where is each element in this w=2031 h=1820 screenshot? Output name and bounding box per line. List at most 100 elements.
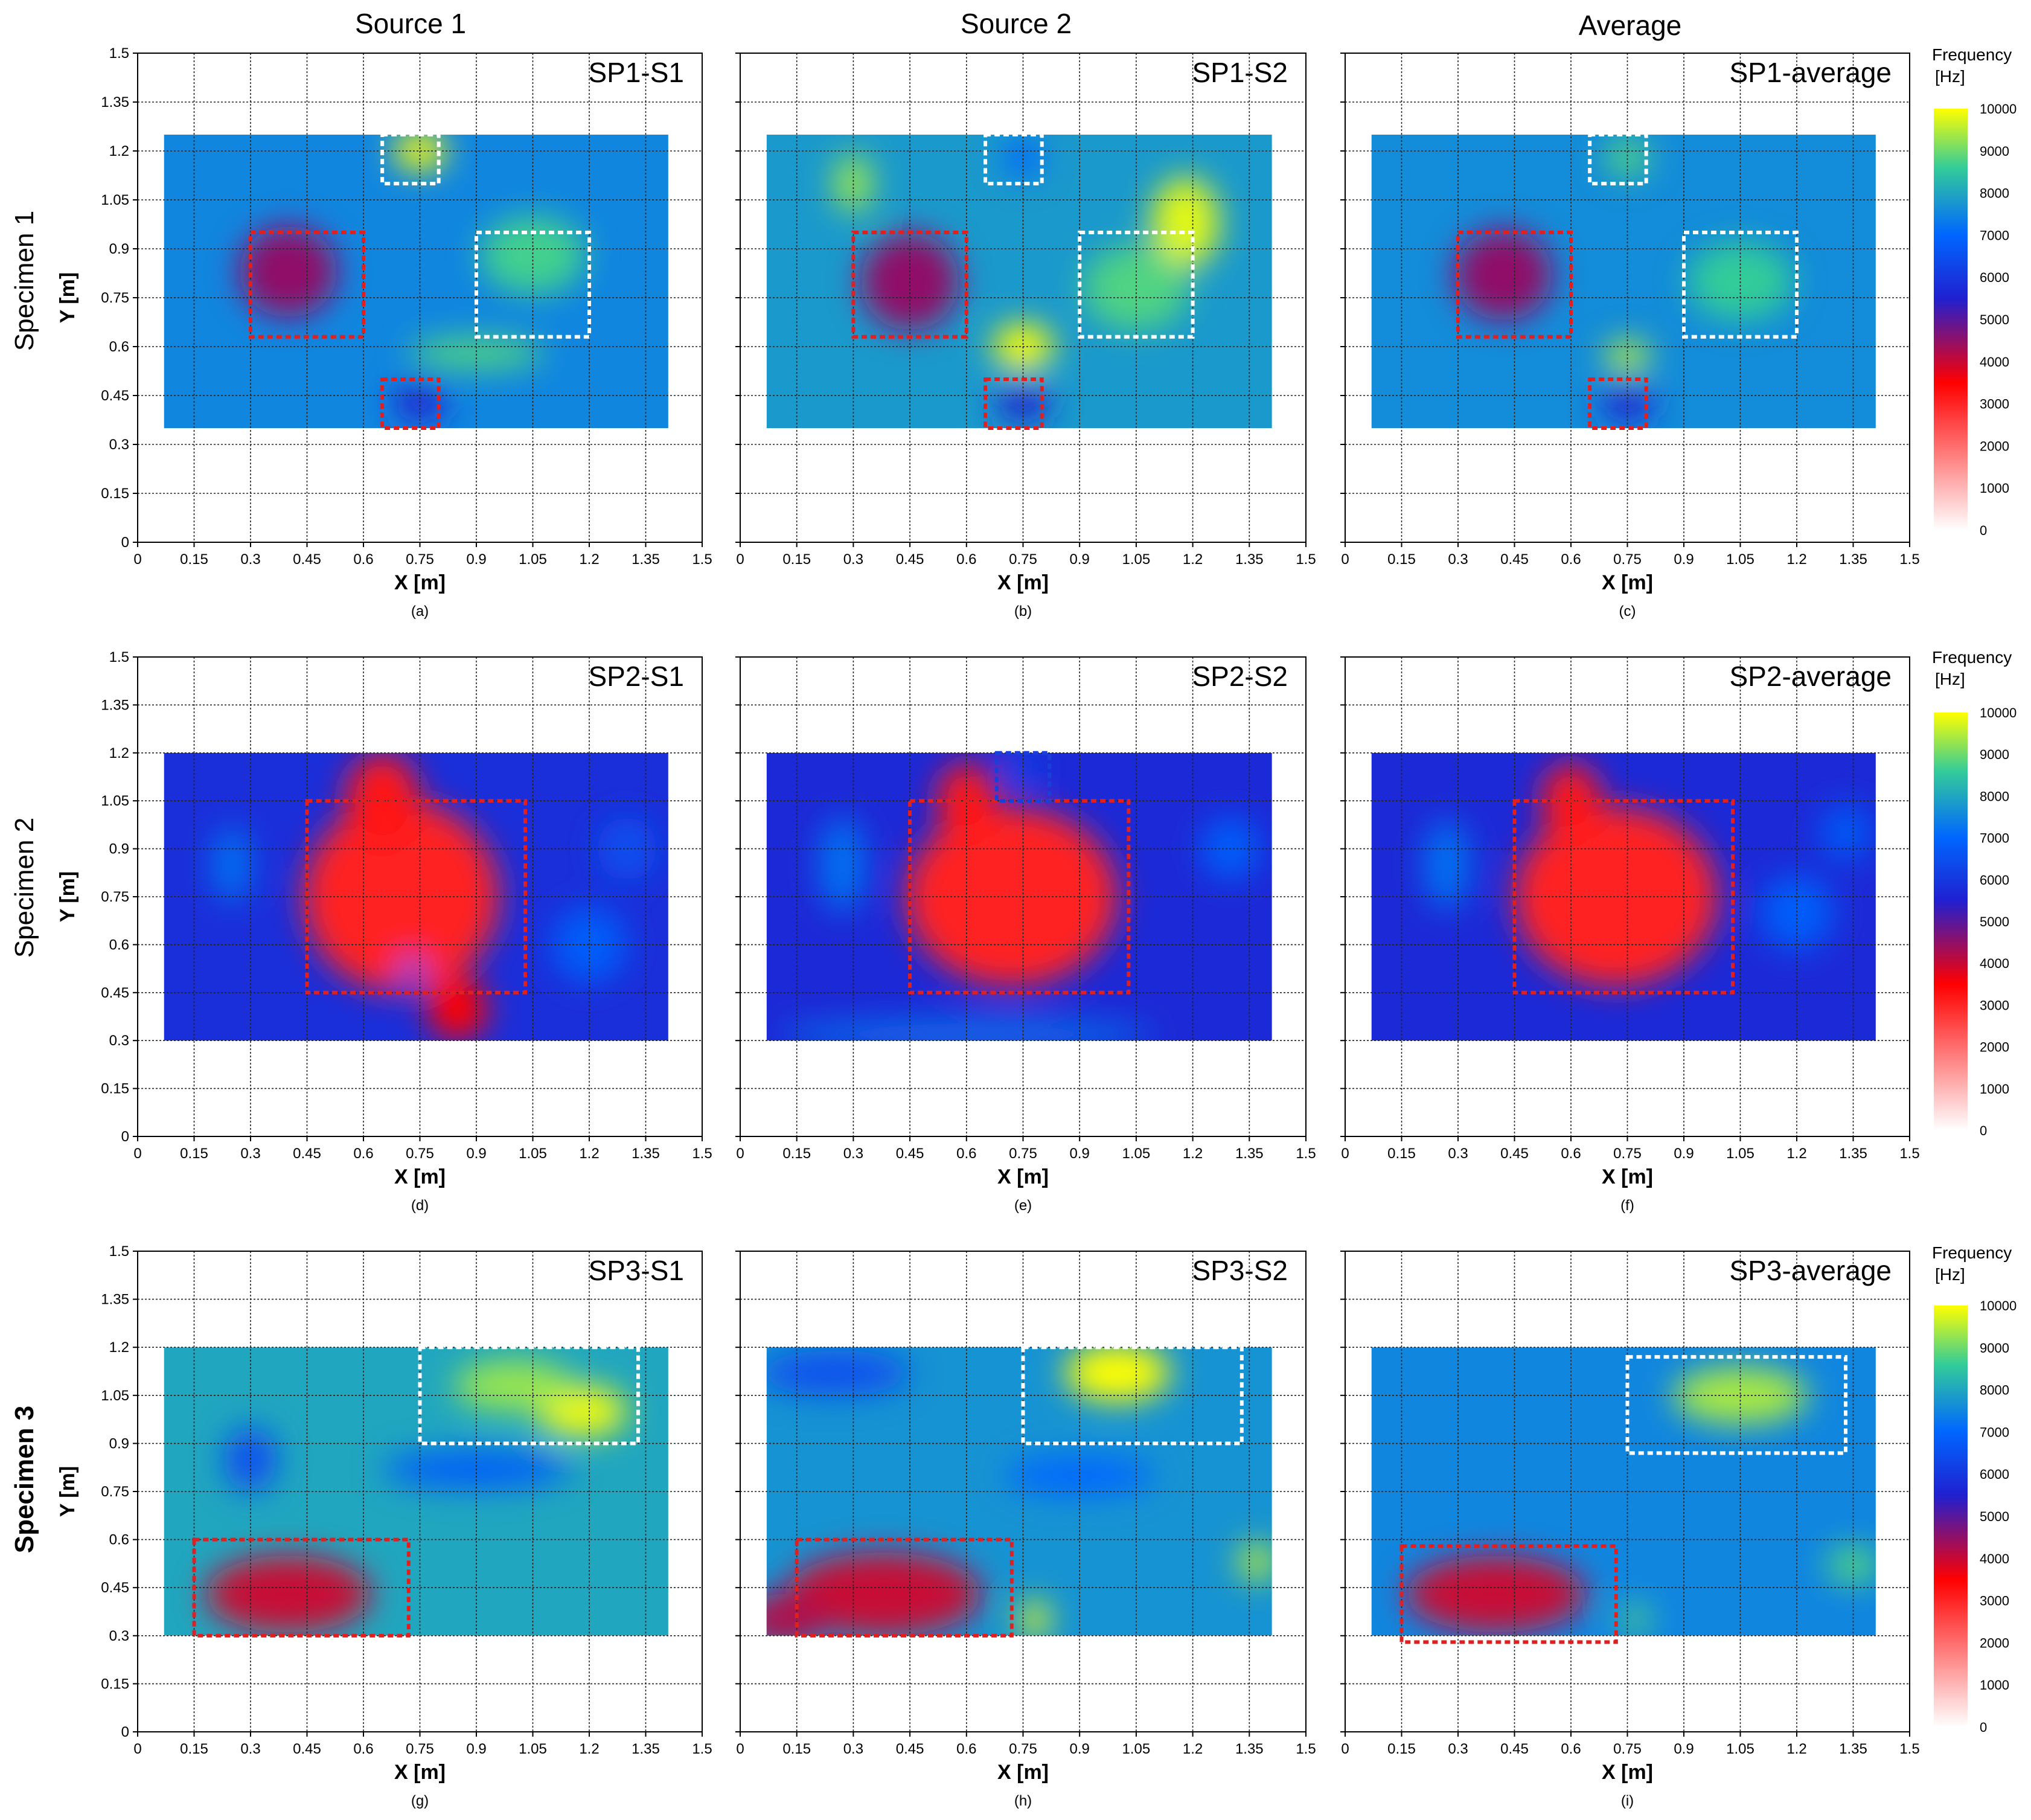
- colorbar-gradient: [1934, 713, 1968, 1130]
- colorbar-tick-label: 7000: [1980, 228, 2009, 243]
- colorbar-tick-label: 10000: [1980, 101, 2017, 117]
- colorbar-tick-label: 10000: [1980, 705, 2017, 720]
- colorbar-tick-label: 6000: [1980, 270, 2009, 285]
- colorbar-tick-label: 3000: [1980, 1594, 2009, 1609]
- x-tick-label: 1.5: [1899, 1741, 1919, 1757]
- x-axis-label: X [m]: [394, 1165, 446, 1188]
- region-box-white: [475, 231, 591, 339]
- x-tick-label: 0.3: [843, 551, 863, 568]
- x-axis-label: X [m]: [997, 1165, 1049, 1188]
- x-axis-label: X [m]: [1602, 1165, 1653, 1188]
- x-tick-label: 0.75: [1613, 1741, 1642, 1757]
- x-tick-label: 0: [133, 1741, 141, 1757]
- region-box-white: [1021, 1345, 1244, 1446]
- heatmap-field: [164, 135, 668, 428]
- y-tick-label: 1.5: [109, 649, 129, 665]
- x-tick-label: 0: [1341, 1146, 1349, 1162]
- colorbar-tick-label: 0: [1980, 1123, 1987, 1138]
- heatmap-feature: [1605, 138, 1650, 178]
- colorbar-tick-label: 7000: [1980, 1424, 2009, 1440]
- x-tick-label: 0.45: [1500, 1146, 1529, 1162]
- x-tick-label: 0.15: [782, 1741, 811, 1757]
- heatmap-feature: [213, 826, 251, 903]
- colorbar-tick-label: 4000: [1980, 956, 2009, 971]
- column-title-average: Average: [1579, 10, 1682, 41]
- x-tick-label: 0.75: [406, 551, 434, 568]
- heatmap-feature: [480, 216, 586, 295]
- y-tick-label: 0.15: [101, 1081, 129, 1097]
- x-tick-label: 0.9: [1070, 1146, 1090, 1162]
- x-tick-label: 0.9: [1674, 551, 1694, 568]
- colorbar-tick-label: 1000: [1980, 1081, 2009, 1097]
- x-tick-label: 0.3: [240, 551, 260, 568]
- x-tick-label: 0.15: [180, 1741, 208, 1757]
- x-tick-label: 0.15: [180, 551, 208, 568]
- heatmap-feature: [1405, 1556, 1586, 1633]
- x-tick-label: 1.05: [1726, 1146, 1754, 1162]
- subfigure-label: (h): [1014, 1793, 1032, 1809]
- panel-tag: SP1-S1: [588, 57, 684, 88]
- x-tick-label: 1.5: [692, 1741, 712, 1757]
- colorbar: Frequency[Hz]100009000800070006000500040…: [1932, 1243, 2017, 1735]
- x-tick-label: 0.9: [466, 1146, 486, 1162]
- y-tick-label: 0.15: [101, 485, 129, 502]
- x-tick-label: 0.3: [240, 1146, 260, 1162]
- x-tick-label: 0: [736, 1146, 744, 1162]
- x-tick-label: 0.75: [1009, 1741, 1037, 1757]
- panel-tag: SP2-S1: [588, 661, 684, 692]
- x-tick-label: 0.9: [466, 1741, 486, 1757]
- x-tick-label: 0.45: [293, 1146, 321, 1162]
- x-tick-label: 1.2: [579, 1741, 599, 1757]
- subfigure-label: (i): [1621, 1793, 1634, 1809]
- x-axis-label: X [m]: [394, 1761, 446, 1784]
- x-tick-label: 0.45: [293, 551, 321, 568]
- x-tick-label: 1.2: [1786, 551, 1806, 568]
- y-tick-label: 1.5: [109, 45, 129, 62]
- grid: [137, 1251, 703, 1732]
- heatmap-feature: [453, 1360, 575, 1412]
- y-axis-label: Y [m]: [56, 871, 79, 922]
- x-tick-label: 0.6: [353, 1146, 373, 1162]
- grid: [137, 656, 703, 1137]
- y-axis-label: Y [m]: [56, 272, 79, 323]
- region-box-white: [418, 1345, 641, 1446]
- colorbar-tick-label: 6000: [1980, 873, 2009, 888]
- x-tick-label: 1.5: [692, 1146, 712, 1162]
- x-tick-label: 1.35: [1235, 551, 1264, 568]
- region-box-red: [1588, 377, 1648, 430]
- x-tick-label: 1.35: [1839, 1146, 1867, 1162]
- x-tick-label: 1.05: [1726, 1741, 1754, 1757]
- heatmap-feature: [1605, 340, 1650, 373]
- heatmap-feature: [1759, 874, 1835, 951]
- x-tick-label: 0.45: [896, 1146, 924, 1162]
- row-title-specimen-1: Specimen 1: [10, 211, 39, 351]
- panel-f: 0 0.15 0.3 0.45 0.6 0.75 0.9 1.05 1.2 1.35 1.5 X [m…: [1340, 656, 1920, 1214]
- heatmap-feature: [1514, 807, 1718, 987]
- x-tick-label: 0.6: [1561, 1146, 1581, 1162]
- x-tick-label: 1.35: [632, 1741, 660, 1757]
- region-box-white: [1682, 231, 1799, 339]
- x-axis-label: X [m]: [997, 571, 1049, 594]
- y-tick-label: 0.15: [101, 1676, 129, 1692]
- heatmap-feature: [1238, 1542, 1272, 1581]
- panel-e: 0 0.15 0.3 0.45 0.6 0.75 0.9 1.05 1.2 1.35 1.5 X [m…: [735, 656, 1316, 1214]
- grid: [1345, 53, 1910, 543]
- grid: [1345, 656, 1910, 1137]
- x-tick-label: 1.35: [632, 1146, 660, 1162]
- x-tick-label: 1.05: [519, 1146, 547, 1162]
- colorbar-tick-label: 0: [1980, 523, 1987, 538]
- region-box-red: [795, 1537, 1014, 1638]
- colorbar-tick-label: 5000: [1980, 1509, 2009, 1524]
- x-tick-label: 0.75: [1009, 1146, 1037, 1162]
- x-tick-label: 1.5: [1296, 1146, 1316, 1162]
- x-tick-label: 0: [133, 1146, 141, 1162]
- panel-tag: SP2-average: [1730, 661, 1892, 692]
- heatmap-field: [766, 752, 1272, 1041]
- colorbar-unit: [Hz]: [1935, 67, 1965, 86]
- colorbar-gradient: [1934, 1306, 1968, 1727]
- x-tick-label: 0.75: [406, 1146, 434, 1162]
- heatmap-feature: [785, 1552, 982, 1636]
- heatmap-feature: [1454, 229, 1552, 321]
- subfigure-label: (f): [1620, 1197, 1634, 1214]
- heatmap-feature: [239, 226, 337, 318]
